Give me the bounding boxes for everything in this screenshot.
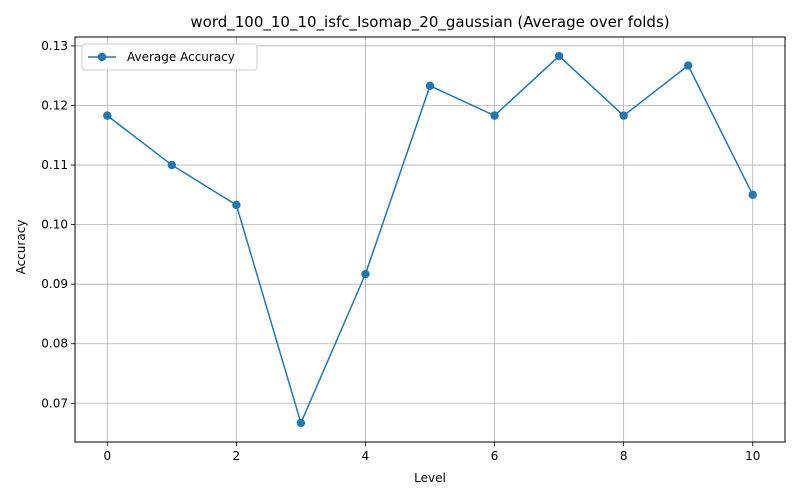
data-point [748,190,757,200]
legend-entry-label: Average Accuracy [127,50,235,64]
x-tick-label: 10 [745,449,760,463]
data-point [232,200,241,210]
y-tick-label: 0.13 [41,39,68,53]
y-tick-label: 0.07 [41,396,68,410]
legend-box [81,43,258,71]
y-tick-label: 0.10 [41,218,68,232]
series-line [106,55,754,426]
x-tick-label: 6 [491,449,499,463]
y-axis-label: Accuracy [14,220,28,275]
data-point [361,269,370,279]
y-tick-label: 0.11 [41,158,68,172]
data-point [296,418,306,428]
legend: Average Accuracy [81,43,258,71]
x-tick-label: 4 [362,449,370,463]
y-tick-label: 0.12 [41,98,68,112]
y-axis-ticks: 0.07 0.08 0.09 0.10 0.11 0.12 0.13 [41,39,75,410]
y-tick-label: 0.09 [41,277,68,291]
x-axis-label: Level [414,471,446,485]
data-point [167,160,177,170]
y-tick-label: 0.08 [41,337,68,351]
series-layer [103,51,757,428]
data-point [490,111,499,120]
x-tick-label: 8 [620,449,628,463]
data-point [619,111,628,120]
data-point [554,51,564,61]
chart-title: word_100_10_10_isfc_Isomap_20_gaussian (… [190,13,669,32]
legend-marker [97,52,107,62]
x-tick-label: 2 [233,449,241,463]
x-tick-label: 0 [103,449,111,463]
plot-frame [74,36,786,443]
data-point [103,111,112,120]
x-axis-ticks: 0 2 4 6 8 10 [103,442,760,463]
grid-lines [75,37,785,442]
data-point [425,81,435,91]
data-point [683,61,693,70]
